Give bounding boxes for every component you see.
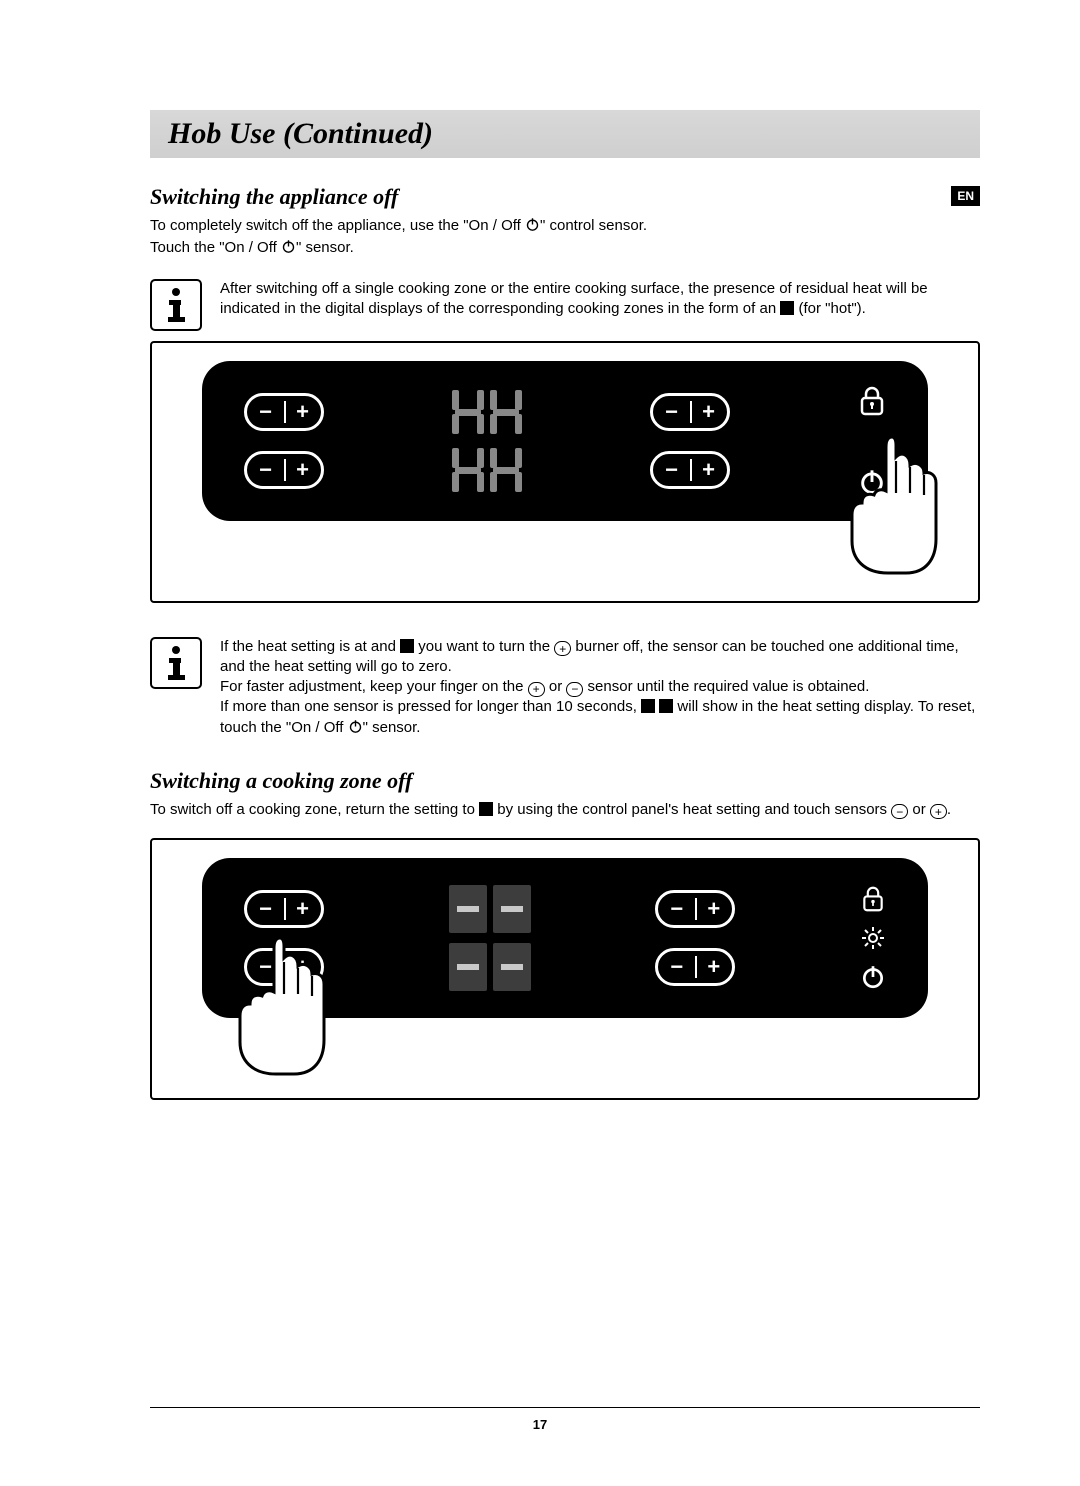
section1-title: Switching the appliance off — [150, 184, 951, 210]
text: Touch the "On / Off — [150, 239, 281, 256]
minus-plus-control[interactable]: −+ — [655, 948, 735, 986]
power-icon — [281, 239, 296, 260]
text: (for "hot"). — [794, 300, 866, 317]
info-block-2: If the heat setting is at and you want t… — [150, 637, 980, 740]
hand-pointer-icon — [834, 431, 954, 581]
text: by using the control panel's heat settin… — [493, 801, 891, 818]
text: sensor until the required value is obtai… — [583, 678, 869, 695]
minus-plus-control[interactable]: −+ — [650, 451, 730, 489]
text: For faster adjustment, keep your finger … — [220, 678, 528, 695]
glyph-icon — [659, 699, 673, 713]
seven-seg-h-icon — [452, 388, 484, 436]
brightness-icon[interactable] — [861, 926, 885, 950]
seven-seg-h-icon — [490, 446, 522, 494]
lock-icon[interactable] — [861, 886, 885, 912]
section2-intro: To switch off a cooking zone, return the… — [150, 800, 980, 820]
info-icon — [150, 637, 202, 689]
digit-display-column — [449, 885, 531, 991]
info-icon — [150, 279, 202, 331]
text: " sensor. — [296, 239, 354, 256]
minus-plus-control[interactable]: −+ — [650, 393, 730, 431]
text: or — [545, 678, 567, 695]
panel-illustration-1: −+ −+ −+ −+ — [150, 341, 980, 603]
plus-button-icon: + — [930, 804, 947, 819]
minus-plus-control[interactable]: −+ — [244, 890, 324, 928]
text: . — [947, 801, 951, 818]
text: If more than one sensor is pressed for l… — [220, 698, 641, 715]
plus-button-icon: + — [554, 641, 571, 656]
info-text-2: If the heat setting is at and you want t… — [220, 637, 980, 740]
power-icon — [525, 217, 540, 238]
seven-seg-dash-icon — [493, 943, 531, 991]
header-bar: Hob Use (Continued) — [150, 110, 980, 158]
glyph-icon — [479, 802, 493, 816]
lock-icon[interactable] — [859, 386, 885, 416]
page-title: Hob Use (Continued) — [168, 117, 433, 151]
hand-pointer-icon — [222, 932, 342, 1082]
hot-glyph-icon — [400, 639, 414, 653]
section2-title: Switching a cooking zone off — [150, 768, 980, 794]
page-number: 17 — [0, 1417, 1080, 1432]
glyph-icon — [641, 699, 655, 713]
minus-plus-control[interactable]: −+ — [244, 393, 324, 431]
footer-divider — [150, 1407, 980, 1408]
panel-illustration-2: −+ −+ −+ −+ — [150, 838, 980, 1100]
text: " control sensor. — [540, 217, 647, 234]
text: If the heat setting is at and — [220, 638, 400, 655]
hot-glyph-icon — [780, 301, 794, 315]
seven-seg-h-icon — [490, 388, 522, 436]
info-block-1: After switching off a single cooking zon… — [150, 279, 980, 331]
text: To switch off a cooking zone, return the… — [150, 801, 479, 818]
power-icon — [348, 719, 363, 740]
seven-seg-dash-icon — [449, 885, 487, 933]
power-icon[interactable] — [860, 964, 886, 990]
text: you want to turn the — [414, 638, 554, 655]
text: " sensor. — [363, 719, 421, 736]
plus-button-icon: + — [528, 682, 545, 697]
section1-intro: To completely switch off the appliance, … — [150, 216, 980, 261]
info-text-1: After switching off a single cooking zon… — [220, 279, 980, 320]
seven-seg-dash-icon — [493, 885, 531, 933]
text: or — [908, 801, 930, 818]
language-badge: EN — [951, 186, 980, 206]
minus-button-icon: − — [566, 682, 583, 697]
minus-plus-control[interactable]: −+ — [244, 451, 324, 489]
digit-display-column — [452, 388, 522, 494]
minus-plus-control[interactable]: −+ — [655, 890, 735, 928]
seven-seg-h-icon — [452, 446, 484, 494]
text: To completely switch off the appliance, … — [150, 217, 525, 234]
seven-seg-dash-icon — [449, 943, 487, 991]
minus-button-icon: − — [891, 804, 908, 819]
hob-control-panel: −+ −+ −+ −+ — [202, 361, 928, 521]
